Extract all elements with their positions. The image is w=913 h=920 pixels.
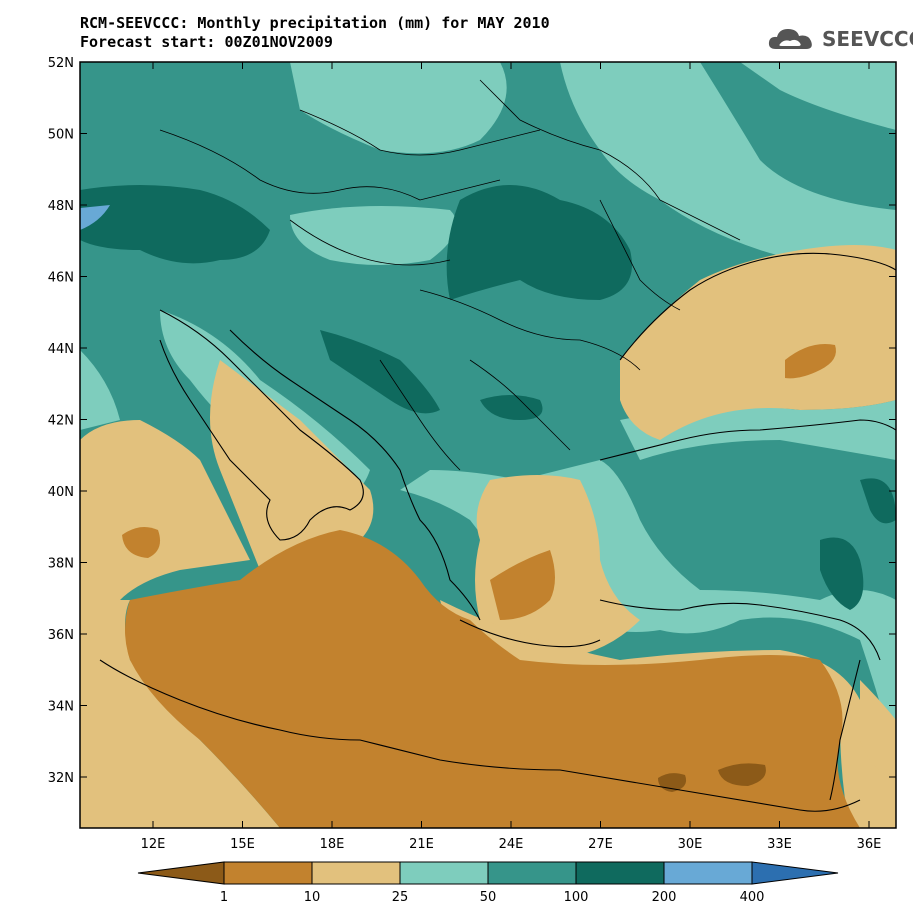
cloud-icon	[768, 29, 812, 49]
legend-label: 200	[652, 890, 677, 905]
legend-swatch	[487, 861, 577, 885]
precip-100-200-bulgaria	[480, 395, 543, 420]
lat-label: 50N	[48, 128, 74, 143]
lat-label: 42N	[48, 414, 74, 429]
legend-swatch	[399, 861, 489, 885]
precip-100-200-balkans	[320, 330, 440, 414]
lon-label: 36E	[857, 837, 882, 852]
legend-swatch-max	[751, 861, 839, 885]
lon-label: 18E	[320, 837, 345, 852]
lon-label: 21E	[409, 837, 434, 852]
legend-swatch	[311, 861, 401, 885]
precip-10-25-south-band	[80, 600, 280, 828]
map-title: RCM-SEEVCCC: Monthly precipitation (mm) …	[80, 14, 550, 52]
lon-label: 24E	[499, 837, 524, 852]
lat-label: 44N	[48, 342, 74, 357]
legend-label: 1	[220, 890, 228, 905]
lon-label: 33E	[767, 837, 792, 852]
seevccc-logo: SEEVCCC	[766, 24, 913, 54]
precip-100-200-turkey	[820, 537, 864, 610]
precip-lt1-egypt	[718, 763, 766, 786]
legend-label: 400	[740, 890, 765, 905]
precip-25-50-northeast	[560, 62, 896, 264]
precip-100-200-carpathians	[446, 185, 632, 300]
lat-label: 36N	[48, 628, 74, 643]
legend-label: 25	[392, 890, 409, 905]
precip-1-10-sardinia	[122, 526, 161, 558]
precip-25-50-levant	[860, 640, 896, 760]
lat-label: 38N	[48, 557, 74, 572]
lat-label: 32N	[48, 771, 74, 786]
lat-label: 52N	[48, 56, 74, 71]
legend-swatch	[223, 861, 313, 885]
lat-label: 40N	[48, 485, 74, 500]
precip-100-200-alps	[80, 185, 270, 264]
precip-1-10-north-africa	[125, 530, 860, 828]
legend-swatch-min	[137, 861, 225, 885]
lat-label: 48N	[48, 199, 74, 214]
precip-25-50-hungary	[290, 206, 457, 265]
legend-label: 50	[480, 890, 497, 905]
precip-10-25-mediterranean	[80, 420, 250, 600]
country-borders	[159, 79, 741, 471]
legend-label: 10	[304, 890, 321, 905]
lat-label: 46N	[48, 271, 74, 286]
latitude-axis: 52N 50N 48N 46N 44N 42N 40N 38N 36N 34N 32N	[48, 56, 896, 786]
title-line-1: RCM-SEEVCCC: Monthly precipitation (mm) …	[80, 14, 550, 32]
map-frame	[79, 61, 897, 829]
precip-100-200-east-edge	[860, 478, 896, 524]
lon-label: 12E	[141, 837, 166, 852]
logo-text: SEEVCCC	[822, 27, 913, 51]
precip-200-400-alps	[80, 205, 110, 230]
precip-1-10-crimea	[785, 344, 836, 379]
precip-1-10-aegean	[490, 550, 555, 620]
lon-label: 30E	[678, 837, 703, 852]
lon-label: 27E	[588, 837, 613, 852]
legend-swatch	[575, 861, 665, 885]
longitude-axis: 12E 15E 18E 21E 24E 27E 30E 33E 36E	[141, 62, 882, 852]
title-line-2: Forecast start: 00Z01NOV2009	[80, 33, 333, 51]
lat-label: 34N	[48, 700, 74, 715]
coastlines	[99, 252, 896, 812]
precip-25-50-north	[290, 62, 507, 154]
precip-10-25-italy-south	[210, 360, 374, 570]
legend-label: 100	[564, 890, 589, 905]
lon-label: 15E	[230, 837, 255, 852]
precip-10-25-levant	[860, 680, 896, 780]
precip-25-50-west	[80, 350, 120, 430]
precip-25-50-ukraine	[740, 62, 896, 130]
legend-swatch	[663, 861, 753, 885]
precip-10-25-black-sea	[620, 245, 896, 440]
colorbar-legend: 1 10 25 50 100 200 400	[137, 861, 839, 905]
